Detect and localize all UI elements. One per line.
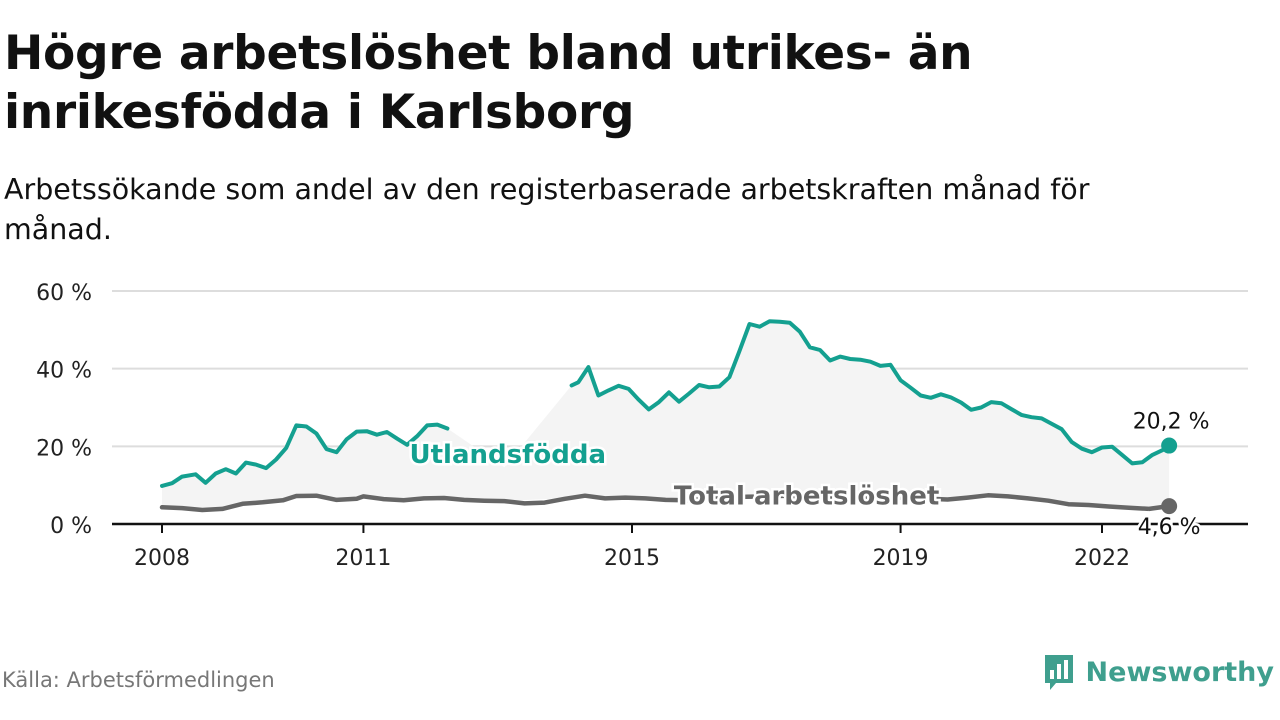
- end-point-foreign: [1161, 437, 1178, 454]
- brand-name: Newsworthy: [1085, 656, 1274, 688]
- x-tick-label: 2022: [1074, 546, 1130, 571]
- line-chart: 0 % 20 % 40 % 60 % 2008 2011 2015 2019 2022 Utl…: [36, 281, 1248, 571]
- x-tick-label: 2011: [335, 546, 391, 571]
- x-tick-label: 2015: [604, 546, 660, 571]
- series-line-total: [159, 493, 1172, 513]
- x-tick-label: 2008: [134, 546, 190, 571]
- y-tick-label: 60 %: [36, 281, 92, 306]
- x-tick-label: 2019: [873, 546, 929, 571]
- series-line-foreign: [160, 319, 1172, 488]
- brand-logo: Newsworthy: [1042, 652, 1274, 692]
- difference-band: [162, 321, 1170, 510]
- chart-title: Högre arbetslöshet bland utrikes- än inr…: [4, 26, 973, 140]
- y-tick-label: 0 %: [50, 514, 92, 539]
- bar-chart-icon: [1044, 655, 1073, 690]
- end-point-total: [1161, 498, 1178, 515]
- source-note: Källa: Arbetsförmedlingen: [2, 668, 275, 692]
- y-tick-label: 20 %: [36, 436, 92, 461]
- y-tick-label: 40 %: [36, 359, 92, 384]
- end-label-total: 4,6 %: [1138, 515, 1201, 540]
- series-label-total: Total arbetslöshet: [674, 482, 939, 512]
- series-label-foreign: Utlandsfödda: [410, 440, 607, 470]
- end-label-foreign: 20,2 %: [1133, 410, 1210, 435]
- chart-subtitle: Arbetssökande som andel av den registerb…: [4, 173, 1090, 246]
